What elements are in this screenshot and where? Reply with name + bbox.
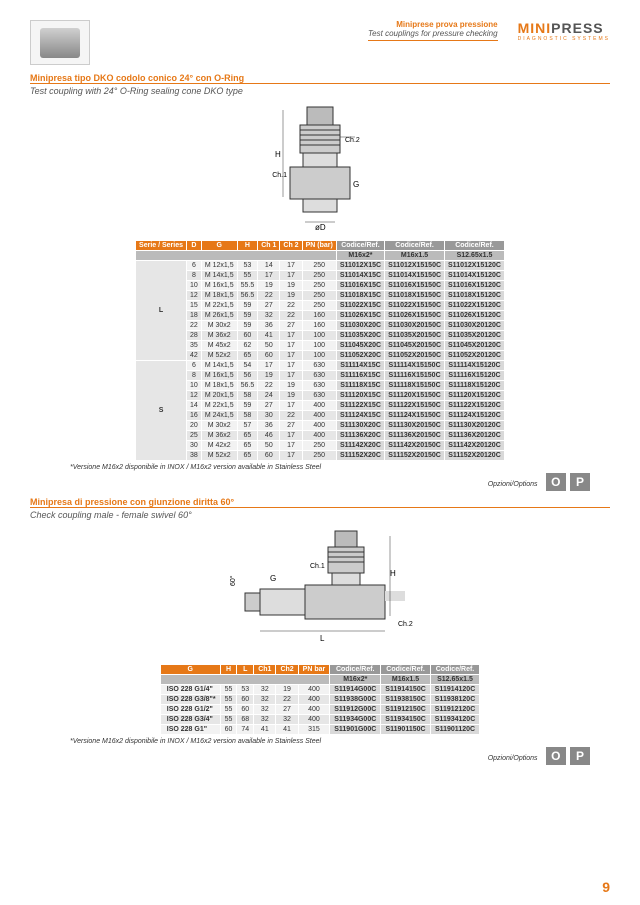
section2-title-en: Check coupling male - female swivel 60° <box>30 507 610 520</box>
table-row: ISO 228 G3/4"55683232400S11934G00CS11934… <box>160 715 480 725</box>
table-row: 8M 14x1,5551717250S11014X15CS11014X15150… <box>136 271 505 281</box>
table-row: 15M 22x1,5592722250S11022X15CS11022X1515… <box>136 301 505 311</box>
table-row: 14M 22x1,5592717400S11122X15CS11122X1515… <box>136 401 505 411</box>
svg-text:Ch.2: Ch.2 <box>345 137 360 144</box>
table-row: 38M 52x2656017250S11152X20CS11152X20150C… <box>136 451 505 461</box>
table-subheader-row: M16x2*M16x1.5S12.65x1.5 <box>136 251 505 261</box>
category-en: Test couplings for pressure checking <box>368 29 498 41</box>
table-row: 12M 20x1,5582419630S11120X15CS11120X1515… <box>136 391 505 401</box>
table-row: 42M 52x2656017100S11052X20CS11052X20150C… <box>136 351 505 361</box>
svg-text:H: H <box>275 150 281 159</box>
option-p: P <box>570 473 590 491</box>
table-row: ISO 228 G1/4"55533219400S11914G00CS11914… <box>160 685 480 695</box>
svg-text:øD: øD <box>315 223 326 232</box>
svg-text:G: G <box>270 574 276 583</box>
svg-text:L: L <box>320 634 325 643</box>
table-row: 28M 36x2604117100S11035X20CS11035X20150C… <box>136 331 505 341</box>
svg-text:Ch.2: Ch.2 <box>398 621 413 628</box>
table2-header-row: GHLCh1Ch2PN bar Codice/Ref.Codice/Ref.Co… <box>160 665 480 675</box>
header-category: Miniprese prova pressione Test couplings… <box>368 20 498 41</box>
table-row: ISO 228 G1"60744141315S11901G00CS1190115… <box>160 725 480 735</box>
page-number: 9 <box>602 879 610 895</box>
table-row: S6M 14x1,5541717630S11114X15CS11114X1515… <box>136 361 505 371</box>
category-it: Miniprese prova pressione <box>368 20 498 29</box>
table-row: 18M 26x1,5593222160S11026X15CS11026X1515… <box>136 311 505 321</box>
section1-table: Serie / SeriesDGHCh 1Ch 2PN (bar) Codice… <box>135 240 505 461</box>
table-row: 35M 45x2625017100S11045X20CS11045X20150C… <box>136 341 505 351</box>
svg-text:60°: 60° <box>229 575 237 586</box>
page-header: Miniprese prova pressione Test couplings… <box>30 20 610 65</box>
svg-text:Ch.1: Ch.1 <box>272 172 287 179</box>
table-row: 8M 16x1,5561917630S11116X15CS11116X15150… <box>136 371 505 381</box>
table-row: L6M 12x1,5531417250S11012X15CS11012X1515… <box>136 261 505 271</box>
section1-diagram: H Ch.2 Ch.1 G øD <box>30 102 610 234</box>
section2-diagram: H Ch.1 Ch.2 L G 60° <box>30 526 610 658</box>
section2-options: Opzioni/Options O P <box>30 747 590 765</box>
table-row: 12M 18x1,556.52219250S11018X15CS11018X15… <box>136 291 505 301</box>
svg-text:G: G <box>353 180 359 189</box>
svg-text:H: H <box>390 569 396 578</box>
brand-logo: MINIPRESS DIAGNOSTIC SYSTEMS <box>518 20 610 42</box>
table-row: 30M 42x2655017250S11142X20CS11142X20150C… <box>136 441 505 451</box>
table-header-row: Serie / SeriesDGHCh 1Ch 2PN (bar) Codice… <box>136 241 505 251</box>
table-row: 22M 30x2593627160S11030X20CS11030X20150C… <box>136 321 505 331</box>
table-row: 25M 36x2654617400S11136X20CS11136X20150C… <box>136 431 505 441</box>
section1-options: Opzioni/Options O P <box>30 473 590 491</box>
section2-title-it: Minipresa di pressione con giunzione dir… <box>30 497 610 507</box>
table-row: 10M 16x1,555.51919250S11016X15CS11016X15… <box>136 281 505 291</box>
table-row: 20M 30x2573627400S11130X20CS11130X20150C… <box>136 421 505 431</box>
section1-title-en: Test coupling with 24° O-Ring sealing co… <box>30 83 610 96</box>
header-thumbnail <box>30 20 90 65</box>
table-row: ISO 228 G1/2"55603227400S11912G00CS11912… <box>160 705 480 715</box>
section2-table: GHLCh1Ch2PN bar Codice/Ref.Codice/Ref.Co… <box>160 664 481 735</box>
option-p-2: P <box>570 747 590 765</box>
section1-title-it: Minipresa tipo DKO codolo conico 24° con… <box>30 73 610 83</box>
table-row: 10M 18x1,556.52219630S11118X15CS11118X15… <box>136 381 505 391</box>
option-o: O <box>546 473 566 491</box>
section2-note: *Versione M16x2 disponibile in INOX / M1… <box>70 738 610 745</box>
section1-note: *Versione M16x2 disponibile in INOX / M1… <box>70 464 610 471</box>
option-o-2: O <box>546 747 566 765</box>
table-row: 16M 24x1,5583022400S11124X15CS11124X1515… <box>136 411 505 421</box>
svg-text:Ch.1: Ch.1 <box>310 563 325 570</box>
table-row: ISO 228 G3/8"*55603222400S11938G00CS1193… <box>160 695 480 705</box>
table2-subheader-row: M16x2*M16x1.5S12.65x1.5 <box>160 675 480 685</box>
